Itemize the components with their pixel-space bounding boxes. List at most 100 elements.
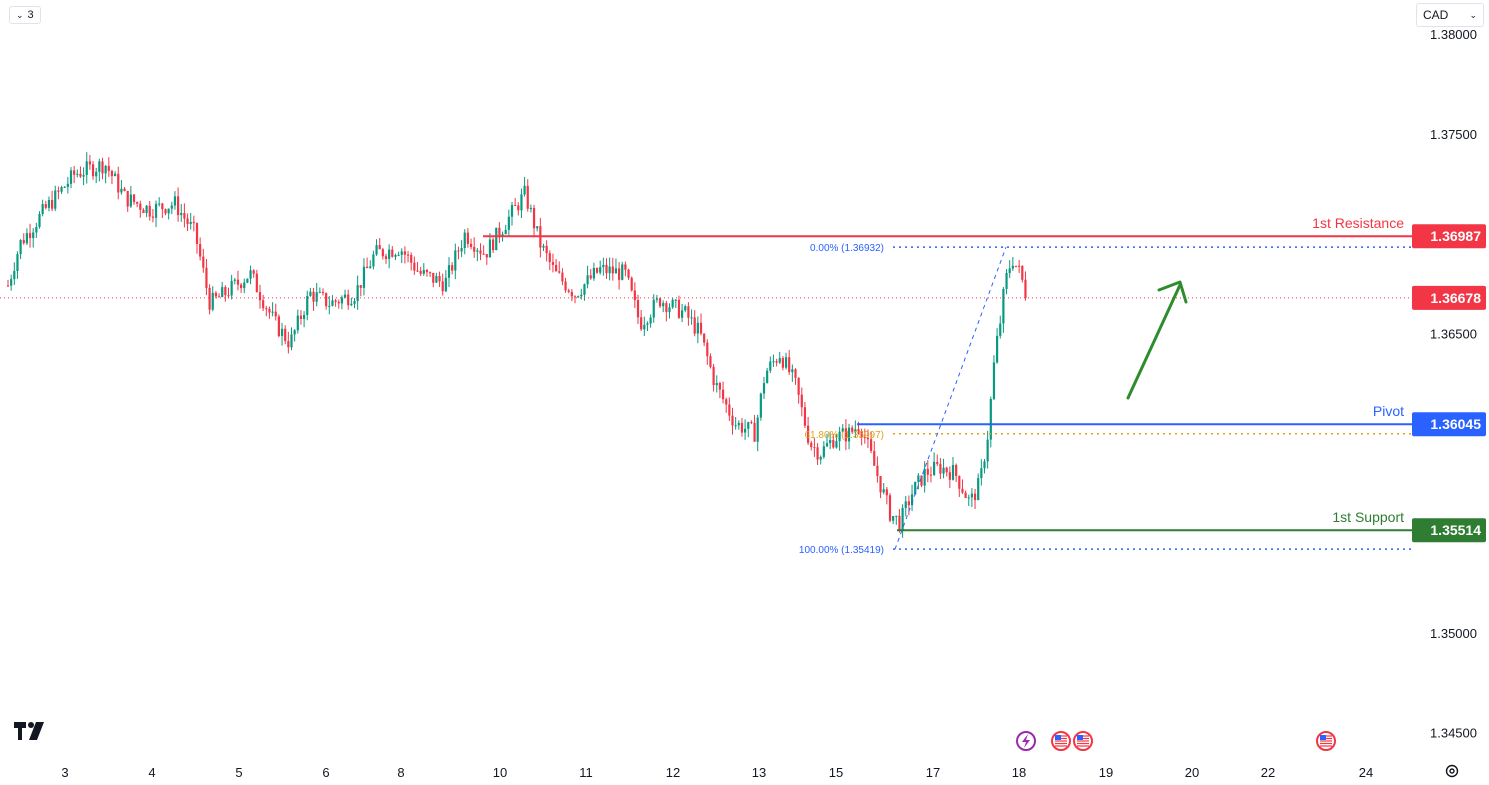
candle (888, 493, 892, 523)
candle (775, 358, 778, 367)
candle (955, 463, 958, 483)
time-tick-label: 22 (1261, 765, 1275, 780)
candle (353, 298, 356, 309)
time-tick-label: 17 (926, 765, 940, 780)
candle (44, 200, 47, 210)
candle (545, 240, 548, 262)
candle (246, 278, 249, 284)
settings-gear-icon[interactable] (1444, 763, 1460, 779)
candle (173, 191, 177, 210)
candle (529, 204, 532, 213)
candle (829, 431, 832, 450)
candle (577, 295, 580, 298)
lightning-event-icon[interactable] (1016, 731, 1036, 751)
candle (54, 185, 57, 212)
candle (10, 274, 13, 291)
candle (933, 452, 936, 476)
candle (860, 428, 863, 446)
candle (274, 303, 277, 321)
interval-label: 3 (27, 9, 34, 21)
candle (318, 287, 321, 294)
candle (189, 212, 192, 230)
candle (766, 367, 769, 384)
candle (126, 190, 129, 212)
level-price-label: 1.36987 (1430, 228, 1481, 244)
time-tick-label: 8 (397, 765, 404, 780)
candle (32, 228, 35, 248)
candle (624, 261, 627, 277)
candle (16, 251, 19, 279)
candle (38, 211, 41, 229)
candle (633, 282, 636, 309)
candle (381, 247, 384, 260)
candle (422, 263, 425, 276)
price-axis[interactable]: 1.38000 1.37500 1.36500 1.35000 1.34500 (1430, 27, 1477, 741)
candle (334, 298, 337, 307)
candle (510, 202, 514, 226)
candle (457, 246, 460, 260)
candle (520, 188, 523, 219)
candle (1014, 265, 1018, 268)
time-tick-label: 12 (666, 765, 680, 780)
candle (599, 260, 602, 275)
candle (772, 354, 775, 367)
candle (923, 461, 926, 493)
candle (91, 161, 95, 180)
candle (441, 273, 444, 296)
time-axis[interactable]: 3 4 5 6 8 10 11 12 13 15 17 18 19 20 22 24 (61, 765, 1373, 780)
candle (148, 201, 151, 221)
candle (769, 356, 772, 374)
candle (284, 325, 287, 345)
tradingview-logo-icon[interactable] (14, 722, 46, 740)
candle (123, 187, 126, 192)
currency-select[interactable]: CAD ⌄ (1416, 3, 1484, 27)
candle (725, 397, 728, 413)
candle (970, 488, 973, 507)
candle (813, 438, 816, 457)
candle (580, 288, 583, 300)
candle (170, 201, 173, 215)
candle (967, 494, 970, 506)
fib-trend-line[interactable] (894, 247, 1007, 550)
candle (709, 353, 712, 369)
drawings-layer: 1st Resistance 1.36987 Pivot 1.36045 1st Sup… (0, 215, 1486, 556)
bullish-arrow-icon[interactable] (1126, 280, 1188, 400)
candle (882, 482, 885, 495)
interval-button[interactable]: ⌄ 3 (9, 6, 41, 24)
candle (211, 286, 214, 312)
candle (1011, 256, 1014, 271)
candle (255, 269, 258, 293)
candle (756, 414, 759, 452)
candle (69, 167, 73, 189)
candle (551, 253, 555, 273)
candle (561, 268, 564, 286)
candle (41, 199, 44, 217)
candle (463, 229, 466, 255)
candle (526, 179, 529, 212)
us-flag-icon[interactable] (1073, 731, 1093, 751)
candle (643, 316, 646, 336)
us-flag-icon[interactable] (1316, 731, 1336, 751)
candle (230, 274, 233, 300)
candle (384, 253, 388, 264)
candle (948, 466, 951, 488)
candle (6, 279, 10, 287)
candle (183, 203, 186, 228)
candle (542, 243, 545, 252)
chevron-down-icon: ⌄ (1469, 9, 1477, 20)
candle (863, 428, 866, 444)
candle (299, 310, 303, 325)
candle (718, 381, 721, 399)
candle (104, 165, 107, 184)
candle (306, 290, 309, 321)
chevron-down-icon: ⌄ (16, 9, 24, 20)
candle (699, 313, 703, 336)
level-price-badge (1412, 518, 1486, 543)
candle (265, 305, 268, 317)
candle (63, 186, 66, 188)
level-price-label: 1.35514 (1430, 522, 1481, 538)
candle (303, 311, 306, 328)
us-flag-icon[interactable] (1051, 731, 1071, 751)
candle (180, 203, 183, 222)
